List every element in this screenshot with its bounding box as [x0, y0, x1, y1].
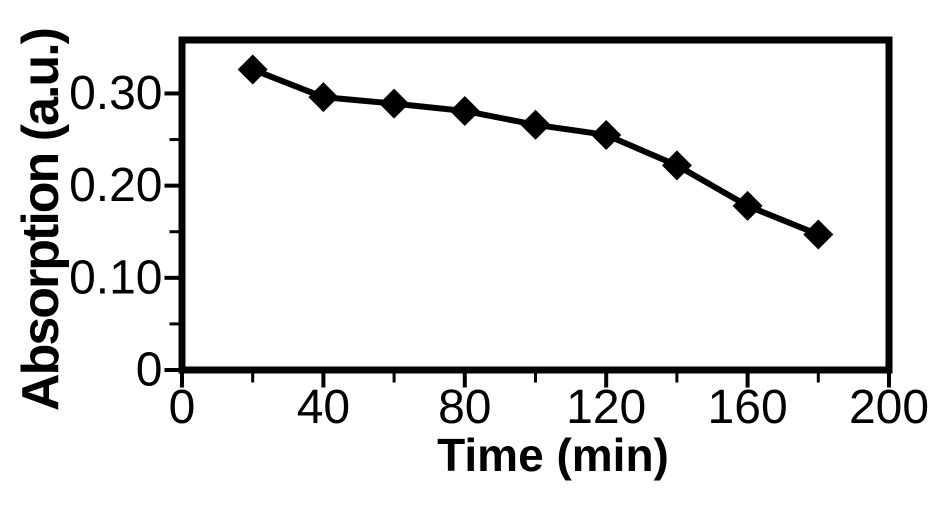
data-point-marker — [520, 109, 551, 140]
y-tick-label: 0.20 — [69, 159, 162, 212]
data-line — [249, 66, 822, 238]
y-tick-label: 0.30 — [69, 67, 162, 120]
x-tick-label: 120 — [566, 381, 646, 434]
data-point-marker — [803, 219, 834, 250]
x-tick-label: 80 — [438, 381, 491, 434]
x-tick-label: 40 — [297, 381, 350, 434]
data-point-marker — [237, 54, 268, 85]
data-point-marker — [591, 119, 622, 150]
y-tick-label: 0 — [136, 344, 163, 397]
x-axis-title: Time (min) — [437, 429, 669, 481]
x-tick-label: 0 — [169, 381, 196, 434]
x-tick-label: 200 — [849, 381, 929, 434]
data-point-marker — [661, 150, 692, 181]
x-tick-label: 160 — [708, 381, 788, 434]
data-point-marker — [449, 95, 480, 126]
data-point-marker — [732, 190, 763, 221]
data-point-marker — [308, 82, 339, 113]
plot-frame — [178, 36, 893, 374]
y-tick-label: 0.10 — [69, 251, 162, 304]
data-point-marker — [379, 88, 410, 119]
